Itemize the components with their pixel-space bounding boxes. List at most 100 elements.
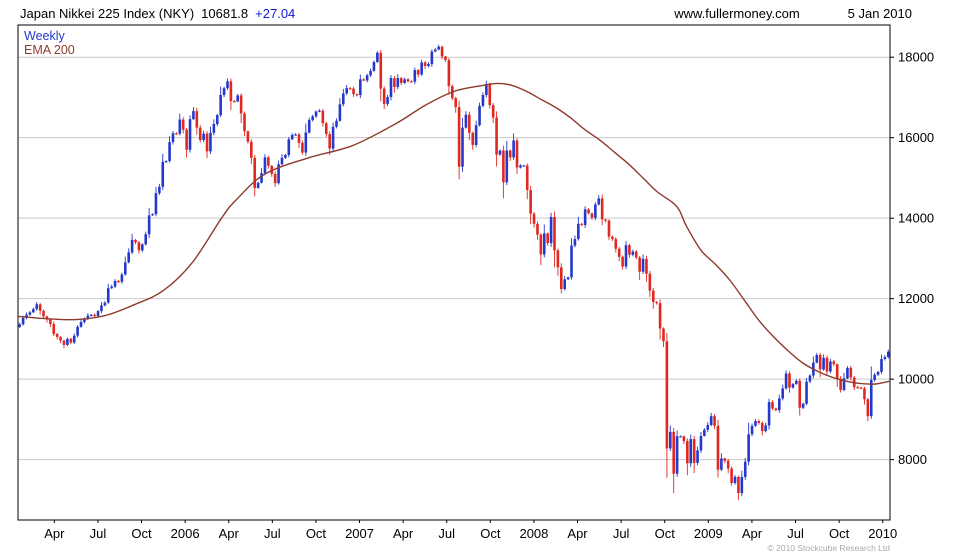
candle-down (788, 373, 791, 388)
candle-up (307, 119, 311, 133)
candle-down (410, 81, 413, 83)
x-tick-label: Oct (829, 526, 850, 541)
candle-up (498, 150, 502, 155)
plot-border (17, 24, 891, 521)
candle-down (93, 314, 96, 316)
candle-down (645, 258, 648, 274)
x-tick-label: 2007 (345, 526, 374, 541)
candle-down (243, 113, 246, 132)
candle-down (774, 408, 778, 411)
candle-down (607, 220, 611, 237)
candle-down (205, 133, 209, 152)
candle-down (38, 304, 42, 311)
candle-up (842, 378, 846, 391)
candle-up (485, 84, 488, 96)
candle-down (737, 476, 740, 494)
candle-up (89, 314, 93, 316)
candle-up (805, 381, 808, 404)
candle-down (863, 388, 866, 400)
candle-down (760, 423, 764, 432)
candle-down (525, 165, 529, 190)
candle-up (280, 157, 284, 165)
candle-up (277, 164, 280, 184)
candle-down (757, 421, 761, 424)
candle-down (355, 94, 359, 96)
candle-up (750, 425, 754, 435)
candle-up (542, 233, 546, 255)
x-tick-label: Jul (264, 526, 281, 541)
x-tick-label: Jul (90, 526, 107, 541)
candle-up (66, 338, 69, 345)
candle-up (420, 62, 423, 75)
candle-up (873, 374, 876, 380)
date-label: 5 Jan 2010 (847, 5, 912, 21)
candle-down (253, 157, 257, 188)
candle-up (631, 251, 635, 255)
candle-down (798, 380, 802, 408)
candle-down (771, 402, 774, 409)
candle-up (461, 127, 464, 167)
y-tick-label: 12000 (898, 291, 934, 306)
candle-up (120, 274, 124, 282)
candle-down (532, 213, 536, 224)
candle-down (658, 303, 662, 329)
candle-up (304, 132, 308, 153)
candle-up (25, 314, 28, 318)
candle-down (508, 150, 512, 158)
candle-down (536, 223, 539, 235)
candle-down (55, 334, 59, 337)
candle-down (859, 387, 863, 389)
website-label: www.fullermoney.com (674, 5, 800, 21)
candle-up (791, 383, 795, 388)
candle-up (18, 324, 22, 327)
candle-up (222, 88, 226, 96)
candle-up (338, 104, 342, 121)
candle-up (829, 361, 832, 372)
candle-down (406, 79, 410, 82)
candle-up (801, 403, 805, 408)
candle-down (379, 52, 383, 89)
x-tick-label: Jul (438, 526, 455, 541)
candle-up (359, 79, 362, 96)
x-tick-label: Oct (131, 526, 152, 541)
candle-down (723, 458, 727, 461)
axis-labels-layer: 8000 10000 12000 14000 16000 18000 Apr Jul Oct 20… (44, 50, 934, 541)
candle-up (519, 165, 522, 168)
candle-down (726, 460, 730, 469)
candle-down (634, 251, 638, 258)
candle-up (79, 322, 83, 327)
candle-down (49, 319, 52, 325)
candle-down (232, 101, 236, 103)
candle-down (546, 233, 549, 244)
candle-up (141, 244, 144, 251)
candle-up (781, 388, 785, 399)
candle-up (815, 355, 819, 363)
candle-up (161, 161, 165, 187)
candle-down (825, 357, 829, 372)
candle-down (117, 280, 120, 283)
candle-down (382, 88, 386, 104)
candle-down (229, 81, 233, 102)
candle-up (335, 120, 338, 127)
candle-up (376, 52, 379, 63)
x-tick-label: Oct (480, 526, 501, 541)
candle-up (76, 326, 79, 336)
candle-down (454, 98, 458, 108)
candle-up (522, 165, 526, 167)
chart-title: Japan Nikkei 225 Index (NKY) (20, 5, 195, 21)
candle-up (226, 81, 229, 89)
candle-down (713, 416, 716, 426)
candle-up (822, 357, 825, 370)
legend-ema-200: EMA 200 (24, 43, 75, 57)
candle-down (587, 209, 590, 214)
candle-down (648, 273, 652, 291)
candle-down (42, 310, 45, 317)
x-tick-label: 2006 (171, 526, 200, 541)
candle-up (290, 134, 294, 140)
candle-up (215, 115, 219, 124)
candle-down (835, 364, 839, 379)
candle-down (195, 111, 199, 128)
candle-up (876, 371, 880, 375)
candle-down (175, 133, 178, 135)
